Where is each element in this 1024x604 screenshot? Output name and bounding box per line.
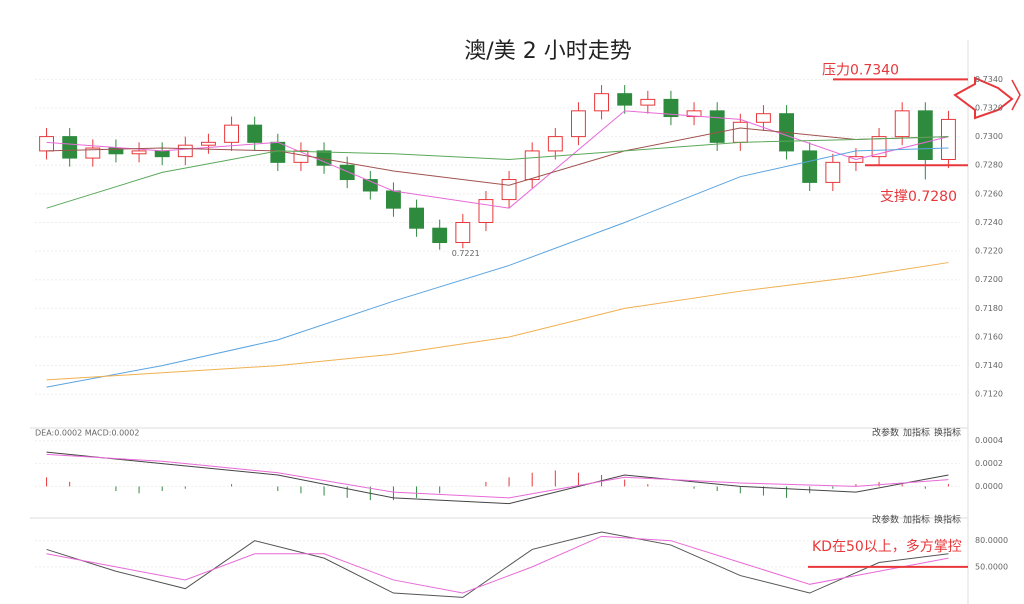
candle-body [85,147,101,159]
arrow-icon [1011,79,1021,111]
candle-body [154,150,170,158]
candle-body [455,221,471,244]
candle-body [177,144,193,158]
candle-body [108,147,124,155]
candle-body [62,136,78,159]
ma-line [46,453,949,499]
panel-button[interactable]: 换指标 [934,427,961,439]
candle-body [270,141,286,163]
y-tick-label: 0.7320 [975,103,1003,112]
candle-body [39,136,54,152]
candle-body [524,150,540,181]
resistance-label: 压力0.7340 [822,62,899,78]
candle-body [478,199,494,223]
ma-line [46,136,949,209]
y-tick-label: 0.0000 [975,482,1003,491]
panel-button[interactable]: 加指标 [903,514,930,526]
y-tick-label: 80.0000 [975,536,1008,545]
y-tick-label: 0.7300 [975,132,1003,141]
y-tick-label: 0.7180 [975,304,1003,313]
ma-line [46,110,949,209]
candle-body [547,136,563,152]
y-tick-label: 0.0004 [975,436,1003,445]
low-label: 0.7221 [452,249,480,258]
candle-body [386,190,401,209]
candle-body [201,141,216,146]
candle-body [571,110,586,138]
y-tick-label: 0.7220 [975,247,1003,256]
candle-body [131,150,147,155]
panel-button[interactable]: 加指标 [903,427,930,439]
ma-line [46,147,949,388]
candle-body [501,179,517,201]
panel-header: DEA:0.0002 MACD:0.0002 [35,429,139,438]
candle-body [825,161,841,183]
level-label: KD在50以上，多方掌控 [812,538,962,555]
ma-line [46,262,949,381]
candle-body [293,150,309,163]
candle-body [709,110,725,143]
candle-body [339,164,355,181]
candle-body [594,93,609,112]
panel-button[interactable]: 改参数 [872,427,899,439]
ma-line [46,535,949,594]
candle-body [756,113,771,123]
y-tick-label: 50.0000 [975,562,1008,571]
candle-body [362,179,378,192]
y-tick-label: 0.7120 [975,390,1003,399]
y-tick-label: 0.7260 [975,189,1003,198]
candle-body [640,98,656,106]
candle-body [941,118,956,161]
panel-button[interactable]: 改参数 [872,514,899,526]
ma-line [46,451,949,505]
y-tick-label: 0.7160 [975,332,1003,341]
y-tick-label: 0.7240 [975,218,1003,227]
y-tick-label: 0.7140 [975,361,1003,370]
y-tick-label: 0.0002 [975,459,1003,468]
candle-body [432,227,448,244]
arrow-icon [953,76,1014,120]
candle-body [917,110,933,161]
candle-body [802,150,818,183]
candle-body [224,124,239,143]
support-label: 支撑0.7280 [880,189,957,205]
y-tick-label: 0.7280 [975,161,1003,170]
candle-body [732,121,748,143]
ma-line [46,531,949,598]
y-tick-label: 0.7200 [975,275,1003,284]
candle-body [617,93,633,106]
candle-body [871,136,887,158]
candle-body [663,98,679,118]
candle-body [409,207,424,229]
panel-button[interactable]: 换指标 [934,514,961,526]
ma-line [46,127,949,186]
chart-title: 澳/美 2 小时走势 [464,39,631,64]
candle-body [894,110,910,138]
candle-body [247,124,263,143]
candle-body [686,110,702,118]
y-tick-label: 0.7340 [975,75,1003,84]
